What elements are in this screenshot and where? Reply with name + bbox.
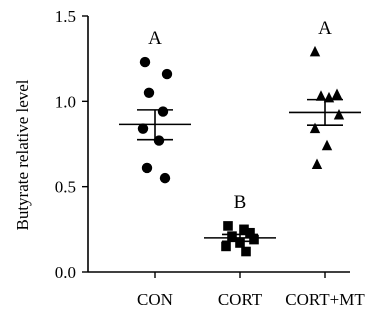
- group-con: A: [119, 28, 191, 184]
- data-point: [159, 172, 171, 184]
- y-axis: 0.0 0.5 1.0 1.5: [55, 7, 89, 282]
- data-point: [315, 90, 327, 101]
- group-cort: B: [204, 192, 276, 257]
- data-point: [143, 87, 155, 98]
- data-point: [333, 108, 345, 120]
- data-point: [239, 224, 249, 235]
- data-point: [235, 238, 245, 248]
- significance-letter: A: [318, 18, 332, 39]
- y-tick-label: 0.5: [55, 178, 76, 197]
- data-point: [221, 241, 231, 252]
- x-axis: CON CORT CORT+MT: [88, 271, 365, 309]
- y-tick-label: 0.0: [55, 263, 76, 282]
- y-tick-label: 1.5: [55, 7, 76, 26]
- x-tick-label: CORT+MT: [285, 290, 365, 309]
- y-tick-label: 1.0: [55, 92, 76, 111]
- plot-area: A B A: [119, 18, 361, 257]
- group-cort-mt: A: [289, 18, 361, 169]
- data-point: [249, 234, 259, 245]
- data-point: [139, 56, 151, 68]
- y-axis-title: Butyrate relative level: [13, 79, 32, 230]
- data-point: [245, 227, 255, 238]
- x-tick-label: CON: [137, 290, 173, 309]
- data-point: [161, 68, 173, 80]
- data-point: [137, 123, 149, 134]
- data-point: [153, 135, 165, 146]
- data-point: [309, 45, 321, 57]
- data-point: [157, 106, 169, 117]
- data-point: [309, 122, 321, 134]
- data-point: [323, 91, 335, 103]
- x-tick-label: CORT: [218, 290, 263, 309]
- significance-letter: A: [148, 28, 162, 49]
- data-point: [241, 246, 251, 257]
- data-point: [311, 158, 323, 169]
- significance-letter: B: [234, 192, 247, 213]
- data-point: [223, 221, 233, 231]
- data-point: [141, 162, 153, 174]
- data-point: [321, 139, 333, 151]
- data-point: [227, 231, 237, 241]
- data-point: [331, 88, 343, 100]
